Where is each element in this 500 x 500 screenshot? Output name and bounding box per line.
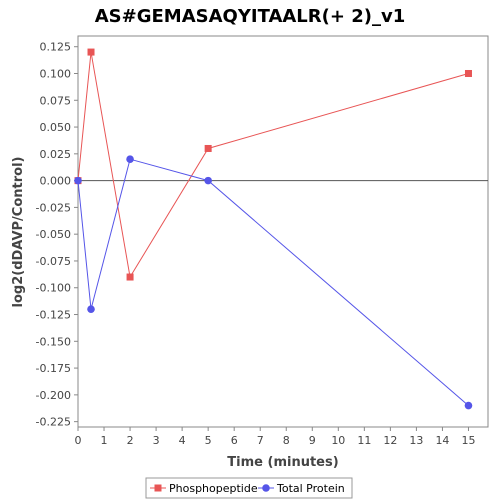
- y-tick-label: -0.050: [36, 228, 71, 241]
- x-tick-label: 9: [309, 434, 316, 447]
- x-tick-label: 11: [357, 434, 371, 447]
- y-tick-label: -0.150: [36, 335, 71, 348]
- y-axis-label: log2(dDAVP/Control): [11, 157, 26, 308]
- y-tick-label: -0.125: [36, 309, 71, 322]
- total-protein-point: [74, 176, 82, 185]
- y-tick-label: -0.075: [36, 255, 71, 268]
- legend: Phosphopeptide Total Protein: [145, 477, 353, 499]
- x-tick-label: 2: [127, 434, 134, 447]
- legend-total-protein-marker: [262, 484, 270, 492]
- x-tick-label: 3: [153, 434, 160, 447]
- total-protein-point: [126, 155, 134, 163]
- y-tick-label: -0.200: [36, 389, 71, 402]
- total-protein-point: [87, 305, 95, 313]
- x-tick-label: 8: [283, 434, 290, 447]
- x-tick-label: 10: [331, 434, 345, 447]
- legend-phosphopeptide-marker: [154, 484, 162, 492]
- x-tick-label: 13: [409, 434, 423, 447]
- y-tick-label: 0.000: [40, 175, 72, 188]
- phosphopeptide-point: [464, 69, 472, 77]
- y-tick-label: 0.025: [40, 148, 72, 161]
- total-protein-point: [204, 176, 212, 185]
- legend-box: [145, 477, 353, 499]
- x-axis-label: Time (minutes): [227, 455, 338, 470]
- x-tick-label: 1: [101, 434, 108, 447]
- x-tick-label: 6: [231, 434, 238, 447]
- x-tick-label: 15: [461, 434, 475, 447]
- phosphopeptide-point: [204, 144, 212, 152]
- chart-title: AS#GEMASAQYITAALR(+ 2)_v1: [95, 6, 405, 27]
- y-tick-label: -0.100: [36, 282, 71, 295]
- y-tick-label: -0.225: [36, 416, 71, 429]
- x-tick-label: 4: [179, 434, 186, 447]
- legend-total-protein-label: Total Protein: [276, 482, 345, 495]
- x-tick-label: 12: [383, 434, 397, 447]
- y-tick-label: 0.050: [40, 121, 72, 134]
- x-tick-label: 5: [205, 434, 212, 447]
- total-protein-point: [464, 401, 473, 410]
- plot-area: [77, 35, 489, 428]
- x-tick-label: 14: [435, 434, 449, 447]
- y-tick-label: 0.100: [40, 67, 72, 80]
- x-tick-label: 0: [75, 434, 82, 447]
- y-tick-label: 0.075: [40, 94, 72, 107]
- y-tick-label: -0.025: [36, 201, 71, 214]
- x-tick-label: 7: [257, 434, 264, 447]
- legend-phosphopeptide-label: Phosphopeptide: [169, 482, 258, 495]
- y-tick-label: 0.125: [40, 41, 72, 54]
- phosphopeptide-point: [87, 48, 95, 56]
- phosphopeptide-point: [126, 273, 134, 281]
- y-tick-label: -0.175: [36, 362, 71, 375]
